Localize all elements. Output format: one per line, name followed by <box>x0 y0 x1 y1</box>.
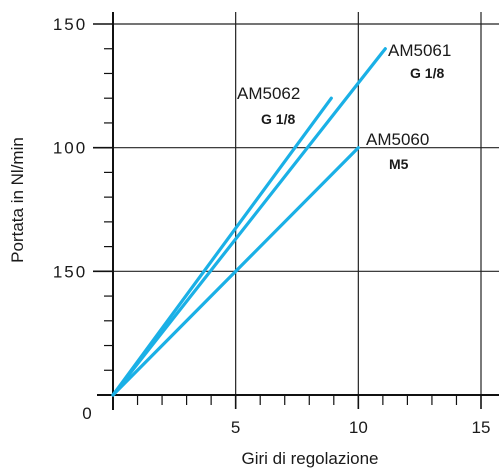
series-label-am5061: AM5061 <box>388 41 451 60</box>
series-line-am5060 <box>111 146 360 397</box>
y-axis-title: Portata in Nl/min <box>8 137 27 263</box>
origin-label: 0 <box>82 404 91 423</box>
series-sublabel-am5060: M5 <box>389 156 409 172</box>
minor-ticks <box>104 48 458 405</box>
y-tick-labels: 150 100 150 <box>53 15 87 281</box>
y-tick-label-100: 100 <box>53 139 87 158</box>
y-tick-label-50: 150 <box>53 262 87 281</box>
series-line-am5061 <box>111 47 387 397</box>
series-sublabel-am5061: G 1/8 <box>410 65 444 81</box>
series <box>111 47 387 397</box>
x-tick-label-10: 10 <box>349 418 368 437</box>
x-tick-labels: 5 10 15 <box>231 418 491 437</box>
series-labels: AM5062 G 1/8 AM5061 G 1/8 AM5060 M5 <box>237 41 451 172</box>
series-sublabel-am5062: G 1/8 <box>261 111 295 127</box>
x-tick-label-5: 5 <box>231 418 240 437</box>
x-tick-label-15: 15 <box>472 418 491 437</box>
major-ticks <box>93 23 482 409</box>
x-axis-title: Giri di regolazione <box>241 449 378 468</box>
series-label-am5060: AM5060 <box>366 130 429 149</box>
series-line-am5062 <box>111 96 333 397</box>
series-label-am5062: AM5062 <box>237 84 300 103</box>
y-tick-label-150: 150 <box>53 15 87 34</box>
